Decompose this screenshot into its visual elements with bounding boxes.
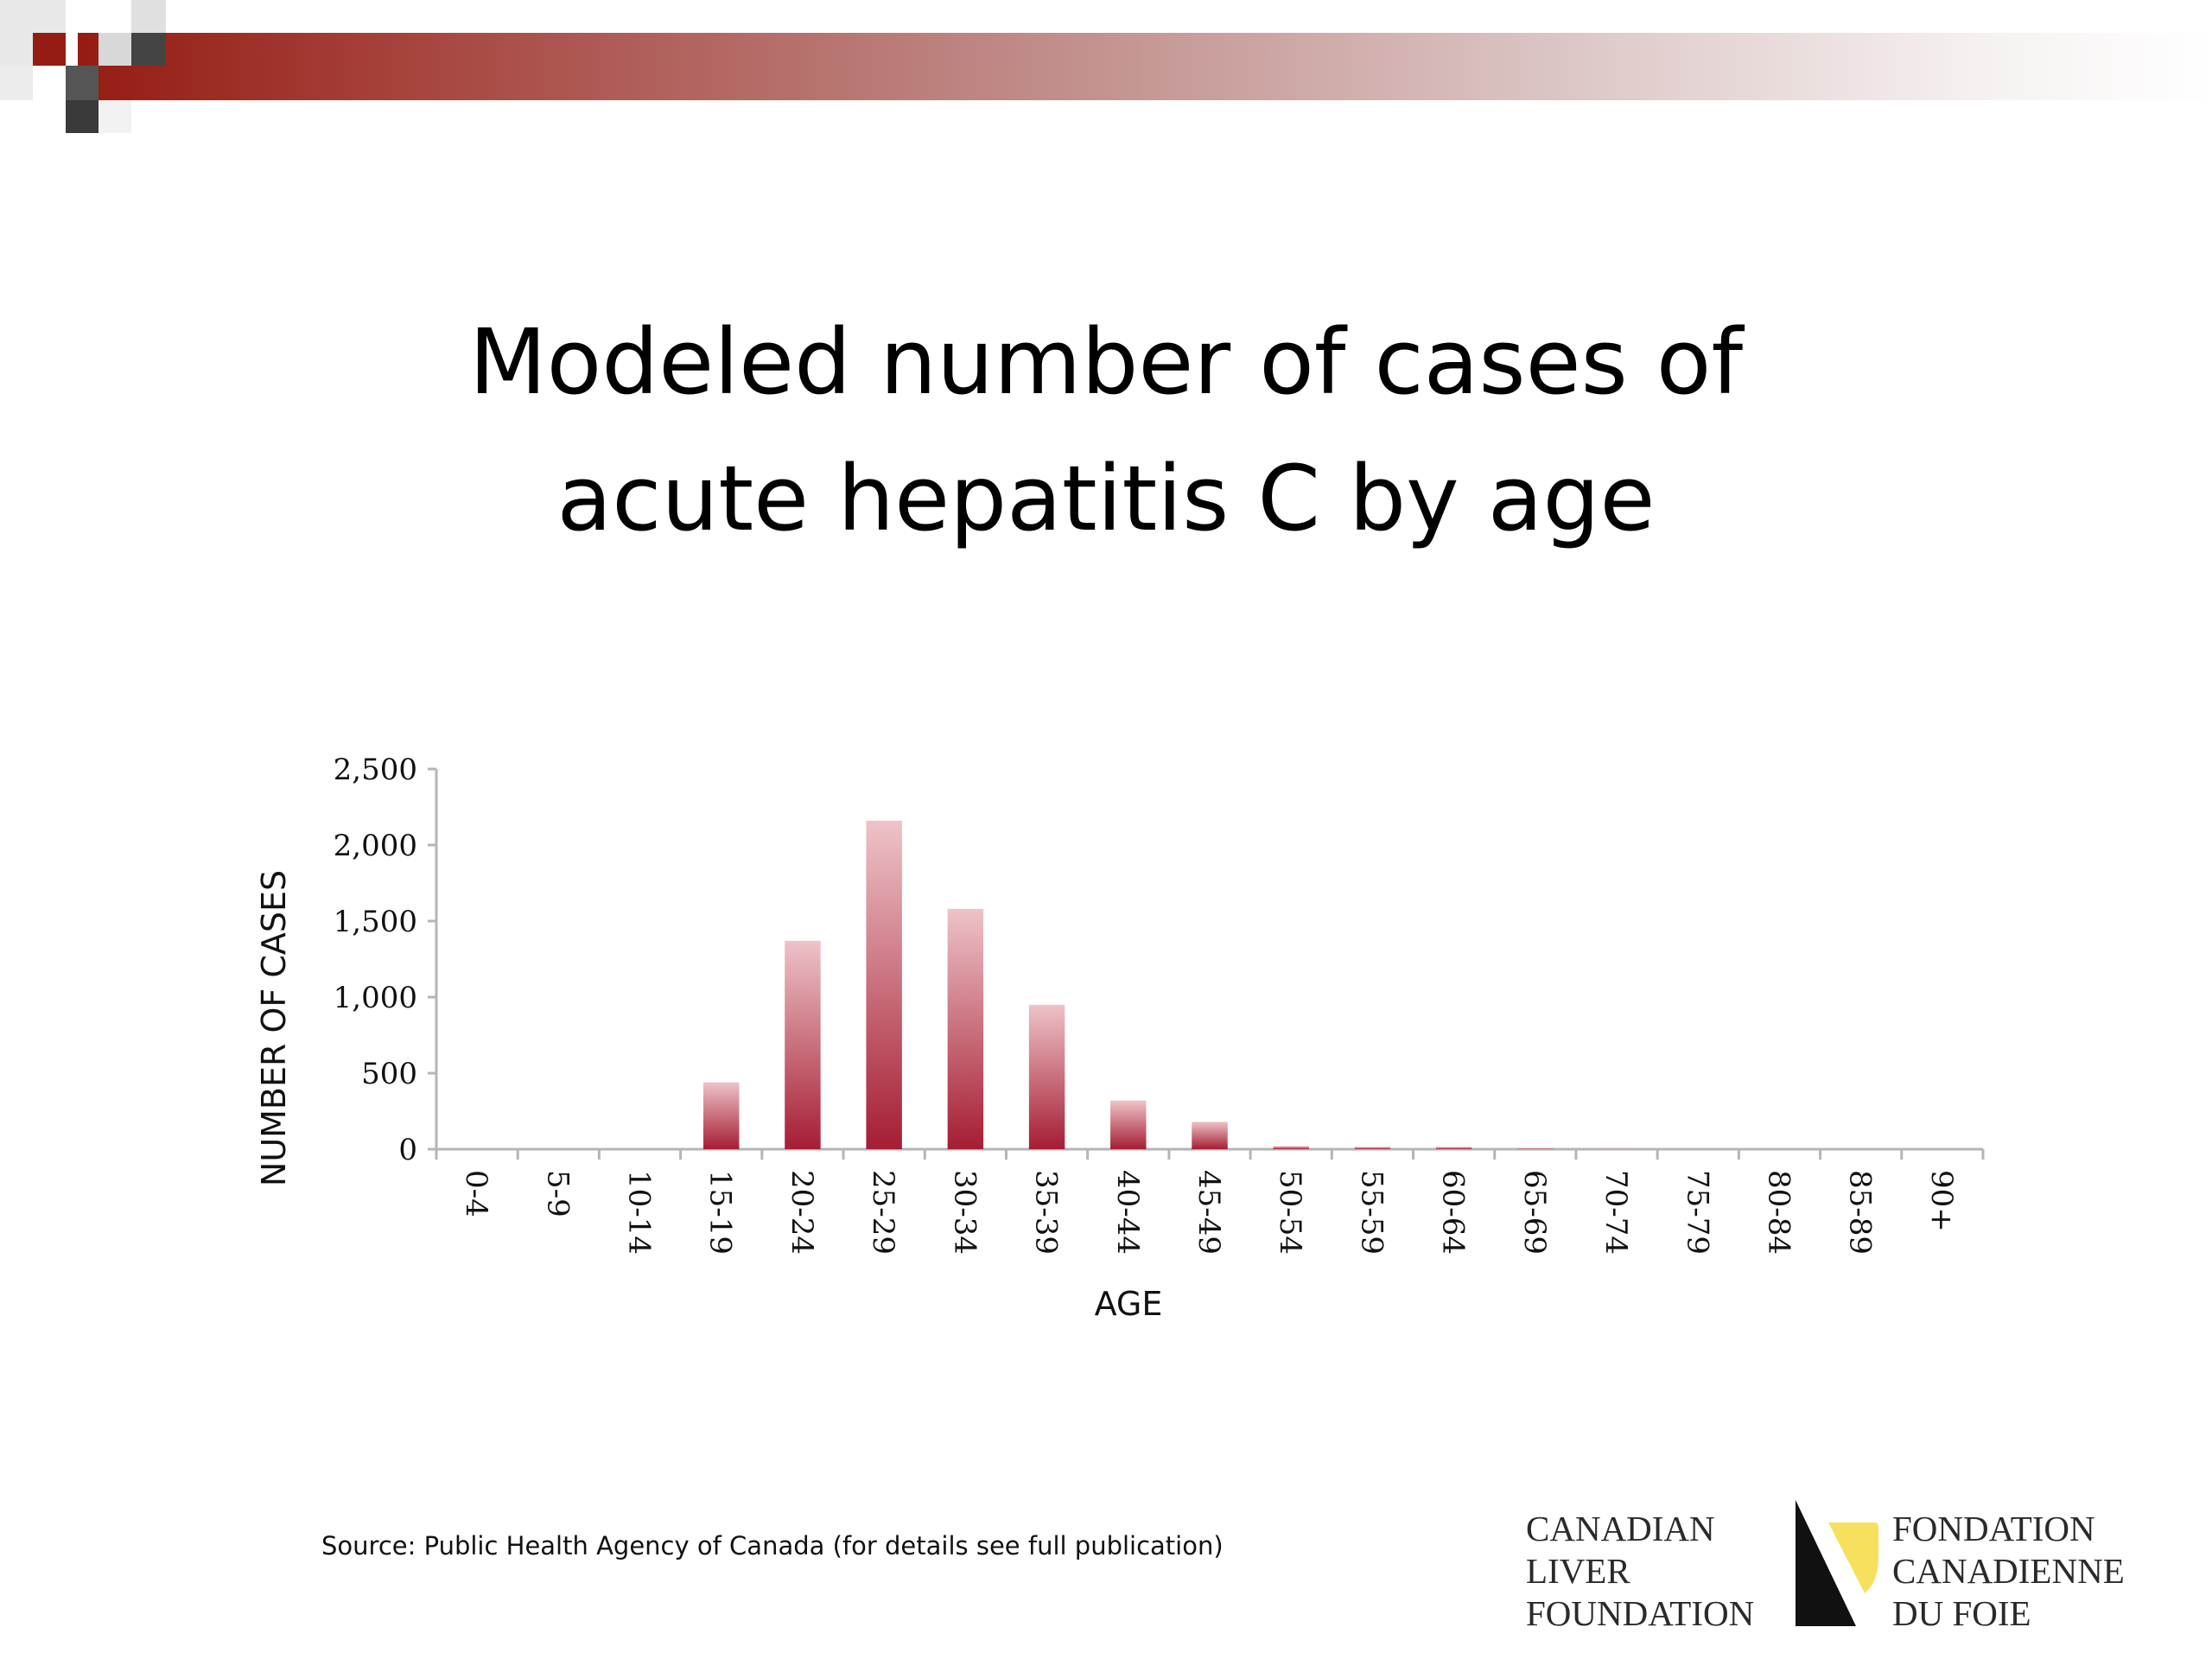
header-square [0, 33, 33, 66]
logo-line: LIVER [1526, 1551, 1630, 1591]
x-tick-label: 30-34 [947, 1170, 982, 1255]
x-tick-label: 20-24 [785, 1170, 819, 1255]
y-tick-label: 2,500 [334, 753, 417, 787]
header-square [99, 100, 131, 133]
header-gradient-bar [78, 33, 2212, 100]
x-axis: 0-4 5-9 10-14 15-19 20-24 25-29 30-34 35-39 40-4… [435, 1147, 1985, 1255]
y-axis-label: NUMBER OF CASES [255, 870, 293, 1186]
x-tick-label: 90+ [1924, 1170, 1959, 1232]
x-tick-label: 60-64 [1436, 1170, 1471, 1255]
x-axis-label: AGE [1095, 1285, 1163, 1323]
header-square [33, 66, 66, 100]
header-square [131, 0, 166, 33]
logo-line: CANADIENNE [1892, 1551, 2125, 1591]
foundation-logo-icon [1796, 1500, 1878, 1626]
y-tick-label: 1,500 [334, 905, 417, 939]
bar-45-49 [1192, 1122, 1228, 1149]
logo-line: FOUNDATION [1526, 1593, 1755, 1633]
logo-line: FONDATION [1892, 1509, 2095, 1548]
x-tick-label: 65-69 [1517, 1170, 1552, 1255]
logo-line: DU FOIE [1892, 1593, 2031, 1633]
x-tick-label: 50-54 [1273, 1170, 1307, 1255]
bar-60-64 [1435, 1147, 1472, 1149]
x-tick-label: 70-74 [1599, 1170, 1633, 1255]
source-note: Source: Public Health Agency of Canada (… [321, 1531, 1224, 1560]
x-tick-label: 80-84 [1761, 1170, 1796, 1255]
header-square [0, 66, 33, 100]
bar-30-34 [947, 908, 984, 1149]
x-tick-label: 55-59 [1354, 1170, 1389, 1255]
header-square [33, 33, 66, 66]
bar-35-39 [1028, 1004, 1065, 1149]
x-tick-label: 85-89 [1843, 1170, 1878, 1255]
x-tick-label: 5-9 [540, 1170, 575, 1217]
bar-15-19 [703, 1082, 740, 1149]
header-square [66, 100, 99, 133]
y-tick-label: 500 [361, 1057, 417, 1091]
logo-french-text: FONDATION CANADIENNE DU FOIE [1892, 1508, 2125, 1635]
bar-50-54 [1273, 1146, 1309, 1149]
y-tick-label: 2,000 [334, 829, 417, 863]
bar-55-59 [1354, 1147, 1391, 1149]
bar-40-44 [1110, 1100, 1147, 1149]
header-square [66, 66, 99, 100]
bar-65-69 [1517, 1148, 1554, 1149]
bar-25-29 [866, 820, 902, 1149]
x-tick-label: 45-49 [1192, 1170, 1226, 1255]
header-square [131, 33, 166, 66]
x-tick-label: 0-4 [459, 1170, 493, 1217]
bar-20-24 [785, 940, 821, 1149]
y-tick-label: 0 [398, 1133, 417, 1167]
y-tick-label: 1,000 [334, 981, 417, 1015]
y-axis: 0 500 1,000 1,500 2,000 2,500 [334, 753, 438, 1167]
header-square [0, 0, 66, 33]
bar-chart: 0 500 1,000 1,500 2,000 2,500 0-4 5-9 10-14 15-1… [255, 753, 1985, 1323]
x-tick-label: 25-29 [866, 1170, 900, 1255]
bars [703, 820, 1635, 1149]
x-tick-label: 40-44 [1110, 1170, 1145, 1255]
header-square [99, 33, 131, 66]
x-tick-label: 15-19 [703, 1170, 738, 1255]
x-tick-label: 10-14 [622, 1170, 657, 1255]
slide-title: Modeled number of cases of acute hepatit… [468, 309, 1744, 551]
logo-english-text: CANADIAN LIVER FOUNDATION [1526, 1508, 1754, 1635]
x-tick-label: 75-79 [1680, 1170, 1714, 1255]
x-tick-label: 35-39 [1029, 1170, 1064, 1255]
logo-line: CANADIAN [1526, 1509, 1715, 1548]
